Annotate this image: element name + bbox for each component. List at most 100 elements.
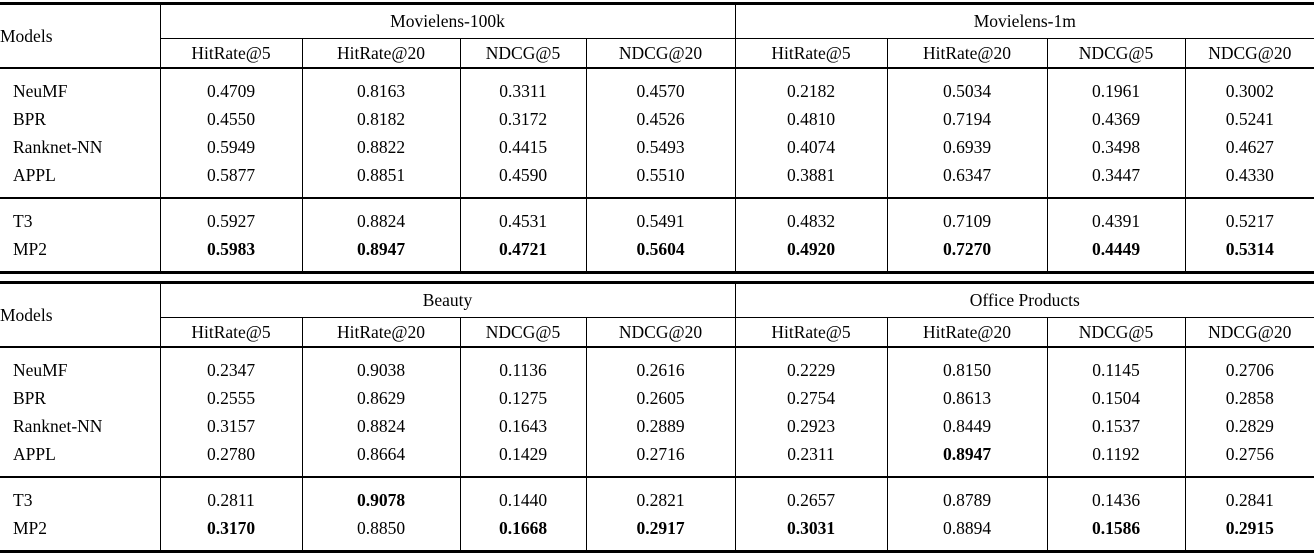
metric-value: 0.1192 bbox=[1046, 440, 1186, 477]
metric-value: 0.6347 bbox=[886, 161, 1048, 198]
metric-value: 0.5491 bbox=[585, 198, 736, 235]
metric-value: 0.2821 bbox=[585, 477, 736, 514]
table-row: BPR 0.2555 0.8629 0.1275 0.2605 0.2754 0.8613 0… bbox=[0, 384, 1314, 412]
results-table-amazon: Models Beauty Office Products HitRate@5 … bbox=[0, 281, 1314, 553]
metric-value: 0.8824 bbox=[301, 198, 460, 235]
metric-value: 0.2657 bbox=[734, 477, 888, 514]
metric-value: 0.9078 bbox=[301, 477, 460, 514]
model-name: Ranknet-NN bbox=[0, 133, 161, 161]
metric-header-ndcg20: NDCG@20 bbox=[1184, 317, 1314, 347]
metric-value: 0.3498 bbox=[1046, 133, 1186, 161]
table-row: NeuMF 0.4709 0.8163 0.3311 0.4570 0.2182 0.503… bbox=[0, 68, 1314, 105]
metric-value: 0.8789 bbox=[886, 477, 1048, 514]
model-name: APPL bbox=[0, 440, 161, 477]
metric-header-ndcg20: NDCG@20 bbox=[1184, 38, 1314, 68]
metric-value: 0.1136 bbox=[459, 347, 586, 384]
proposed-models-section: T3 0.2811 0.9078 0.1440 0.2821 0.2657 0.8789 0.… bbox=[0, 477, 1314, 552]
metric-value: 0.2889 bbox=[585, 412, 736, 440]
metric-value: 0.2917 bbox=[585, 514, 736, 552]
metric-value: 0.2616 bbox=[585, 347, 736, 384]
metric-value: 0.9038 bbox=[301, 347, 460, 384]
metric-value: 0.4391 bbox=[1046, 198, 1186, 235]
dataset-group-header-row: Models Beauty Office Products bbox=[0, 282, 1314, 347]
metric-value: 0.8894 bbox=[886, 514, 1048, 552]
metric-value: 0.4810 bbox=[734, 105, 888, 133]
metric-value: 0.3311 bbox=[459, 68, 586, 105]
metric-value: 0.5949 bbox=[159, 133, 302, 161]
metric-value: 0.2841 bbox=[1184, 477, 1314, 514]
table-row: Ranknet-NN 0.3157 0.8824 0.1643 0.2889 0.2923… bbox=[0, 412, 1314, 440]
metric-value: 0.5493 bbox=[585, 133, 736, 161]
table-header: Models Beauty Office Products HitRate@5 … bbox=[0, 282, 1314, 347]
metric-header-ndcg5: NDCG@5 bbox=[1046, 38, 1186, 68]
metric-header-ndcg5: NDCG@5 bbox=[1046, 317, 1186, 347]
model-name: BPR bbox=[0, 105, 161, 133]
table-row: NeuMF 0.2347 0.9038 0.1136 0.2616 0.2229 0.815… bbox=[0, 347, 1314, 384]
table-row: BPR 0.4550 0.8182 0.3172 0.4526 0.4810 0.7194 0… bbox=[0, 105, 1314, 133]
metric-value: 0.8850 bbox=[301, 514, 460, 552]
model-name: NeuMF bbox=[0, 347, 161, 384]
table-gap bbox=[0, 274, 1314, 281]
metric-value: 0.8822 bbox=[301, 133, 460, 161]
model-name: MP2 bbox=[0, 514, 161, 552]
metric-value: 0.2858 bbox=[1184, 384, 1314, 412]
metric-value: 0.1275 bbox=[459, 384, 586, 412]
metric-value: 0.8947 bbox=[886, 440, 1048, 477]
metric-value: 0.2915 bbox=[1184, 514, 1314, 552]
table-row: T3 0.2811 0.9078 0.1440 0.2821 0.2657 0.8789 0.… bbox=[0, 477, 1314, 514]
table-row: APPL 0.5877 0.8851 0.4590 0.5510 0.3881 0.6347… bbox=[0, 161, 1314, 198]
metric-value: 0.7270 bbox=[886, 235, 1048, 273]
table-row: APPL 0.2780 0.8664 0.1429 0.2716 0.2311 0.8947… bbox=[0, 440, 1314, 477]
model-name: NeuMF bbox=[0, 68, 161, 105]
metric-header-row: HitRate@5 HitRate@20 NDCG@5 NDCG@20 HitR… bbox=[0, 38, 1314, 68]
metric-value: 0.4627 bbox=[1184, 133, 1314, 161]
metric-value: 0.8629 bbox=[301, 384, 460, 412]
metric-value: 0.8947 bbox=[301, 235, 460, 273]
dataset-header-office-products: Office Products bbox=[734, 282, 1314, 318]
metric-value: 0.1668 bbox=[459, 514, 586, 552]
metric-value: 0.4920 bbox=[734, 235, 888, 273]
metric-value: 0.8613 bbox=[886, 384, 1048, 412]
metric-value: 0.2229 bbox=[734, 347, 888, 384]
metric-value: 0.1440 bbox=[459, 477, 586, 514]
metric-value: 0.5314 bbox=[1184, 235, 1314, 273]
table-header: Models Movielens-100k Movielens-1m HitRa… bbox=[0, 3, 1314, 68]
model-name: MP2 bbox=[0, 235, 161, 273]
metric-value: 0.4074 bbox=[734, 133, 888, 161]
metric-value: 0.5983 bbox=[159, 235, 302, 273]
metric-value: 0.2829 bbox=[1184, 412, 1314, 440]
metric-header-hitrate5: HitRate@5 bbox=[734, 317, 888, 347]
metric-value: 0.2716 bbox=[585, 440, 736, 477]
baseline-models-section: NeuMF 0.2347 0.9038 0.1136 0.2616 0.2229 0.815… bbox=[0, 347, 1314, 477]
metric-header-hitrate5: HitRate@5 bbox=[734, 38, 888, 68]
metric-value: 0.4550 bbox=[159, 105, 302, 133]
baseline-models-section: NeuMF 0.4709 0.8163 0.3311 0.4570 0.2182 0.503… bbox=[0, 68, 1314, 198]
proposed-models-section: T3 0.5927 0.8824 0.4531 0.5491 0.4832 0.7109 0.… bbox=[0, 198, 1314, 273]
model-name: BPR bbox=[0, 384, 161, 412]
metric-value: 0.4832 bbox=[734, 198, 888, 235]
dataset-header-movielens-1m: Movielens-1m bbox=[734, 3, 1314, 39]
metric-value: 0.2923 bbox=[734, 412, 888, 440]
metric-header-ndcg5: NDCG@5 bbox=[459, 317, 586, 347]
metric-value: 0.8150 bbox=[886, 347, 1048, 384]
metric-value: 0.8163 bbox=[301, 68, 460, 105]
table-row: MP2 0.5983 0.8947 0.4721 0.5604 0.4920 0.7270 0… bbox=[0, 235, 1314, 273]
metric-header-hitrate20: HitRate@20 bbox=[301, 317, 460, 347]
metric-header-hitrate5: HitRate@5 bbox=[159, 38, 302, 68]
dataset-group-header-row: Models Movielens-100k Movielens-1m bbox=[0, 3, 1314, 68]
models-column-header: Models bbox=[0, 3, 161, 68]
metric-header-ndcg5: NDCG@5 bbox=[459, 38, 586, 68]
metric-value: 0.1961 bbox=[1046, 68, 1186, 105]
metric-value: 0.4526 bbox=[585, 105, 736, 133]
metric-header-hitrate20: HitRate@20 bbox=[886, 317, 1048, 347]
metric-value: 0.3031 bbox=[734, 514, 888, 552]
metric-value: 0.4449 bbox=[1046, 235, 1186, 273]
metric-value: 0.6939 bbox=[886, 133, 1048, 161]
metric-value: 0.1643 bbox=[459, 412, 586, 440]
metric-value: 0.3002 bbox=[1184, 68, 1314, 105]
metric-value: 0.4590 bbox=[459, 161, 586, 198]
metric-value: 0.2605 bbox=[585, 384, 736, 412]
metric-value: 0.5877 bbox=[159, 161, 302, 198]
metric-header-ndcg20: NDCG@20 bbox=[585, 38, 736, 68]
metric-value: 0.5034 bbox=[886, 68, 1048, 105]
